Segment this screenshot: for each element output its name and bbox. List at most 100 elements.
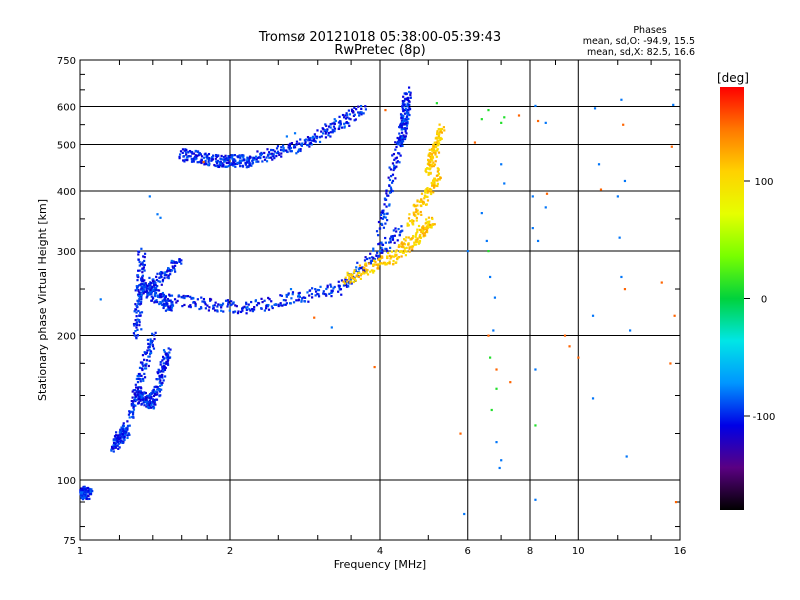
echo-point xyxy=(324,123,327,126)
echo-point xyxy=(139,297,142,300)
echo-point xyxy=(418,239,422,243)
echo-point xyxy=(230,163,233,166)
y-axis-label: Stationary phase Virtual Height [km] xyxy=(36,199,49,401)
echo-point xyxy=(317,289,321,292)
echo-point xyxy=(148,285,151,288)
echo-point xyxy=(142,364,145,368)
echo-point xyxy=(114,446,117,449)
echo-point xyxy=(333,130,336,133)
echo-point xyxy=(309,141,312,145)
echo-point xyxy=(153,293,157,296)
echo-point xyxy=(363,266,366,269)
echo-point xyxy=(99,298,102,301)
x-tick-label: 16 xyxy=(674,546,687,557)
echo-point xyxy=(391,179,395,183)
echo-point xyxy=(429,225,432,228)
echo-point xyxy=(442,126,445,129)
echo-point xyxy=(114,437,117,440)
echo-point xyxy=(219,303,222,306)
echo-point xyxy=(348,113,352,116)
echo-point xyxy=(425,218,428,221)
echo-point xyxy=(429,160,432,164)
echo-point xyxy=(155,275,158,278)
echo-point xyxy=(599,188,603,191)
echo-point xyxy=(673,314,676,317)
echo-point xyxy=(173,261,177,264)
echo-point xyxy=(166,362,169,365)
echo-point xyxy=(162,303,165,306)
echo-point xyxy=(392,259,395,263)
echo-point xyxy=(429,155,432,159)
echo-point xyxy=(397,245,400,248)
echo-point xyxy=(386,255,389,258)
echo-point xyxy=(333,118,336,121)
echo-point xyxy=(421,232,424,235)
echo-point xyxy=(232,159,235,163)
echo-point xyxy=(410,245,413,249)
echo-point xyxy=(171,303,174,306)
echo-point xyxy=(150,404,153,407)
echo-point xyxy=(394,254,397,257)
echo-point xyxy=(163,368,167,372)
echo-point xyxy=(152,278,155,281)
echo-point xyxy=(140,396,143,399)
echo-point xyxy=(503,116,506,119)
echo-point xyxy=(196,154,199,157)
echo-point xyxy=(358,264,362,267)
echo-point xyxy=(162,293,166,296)
echo-point xyxy=(403,238,406,241)
echo-point xyxy=(233,154,236,157)
echo-point xyxy=(325,129,329,133)
echo-point xyxy=(144,391,147,395)
echo-point xyxy=(430,158,433,162)
echo-point xyxy=(376,267,379,270)
echo-point xyxy=(391,162,395,165)
echo-point xyxy=(152,403,156,406)
echo-point xyxy=(253,156,256,160)
echo-point xyxy=(428,168,431,171)
echo-point xyxy=(413,243,416,246)
echo-point xyxy=(86,490,89,493)
echo-point xyxy=(392,152,396,156)
echo-point xyxy=(439,130,442,133)
echo-point xyxy=(436,170,439,173)
echo-point xyxy=(320,135,323,138)
echo-point xyxy=(434,153,437,156)
echo-point xyxy=(420,192,424,195)
echo-point xyxy=(220,309,223,312)
echo-point xyxy=(316,129,319,132)
echo-point xyxy=(285,135,288,138)
echo-point xyxy=(362,269,365,272)
echo-point xyxy=(432,143,435,147)
echo-point xyxy=(363,259,367,262)
echo-point xyxy=(390,175,393,178)
echo-point xyxy=(247,303,250,306)
plot-area xyxy=(79,59,681,541)
echo-point xyxy=(160,296,163,299)
echo-point xyxy=(233,162,237,166)
echo-point xyxy=(128,416,131,419)
echo-point xyxy=(152,400,155,403)
echo-point xyxy=(404,119,407,123)
echo-point xyxy=(406,122,409,125)
echo-point xyxy=(395,261,398,264)
echo-point xyxy=(410,238,413,241)
echo-point xyxy=(167,274,170,277)
echo-point xyxy=(396,257,399,260)
echo-point xyxy=(348,277,351,281)
echo-point xyxy=(443,129,446,132)
echo-point xyxy=(143,399,147,402)
echo-point xyxy=(390,250,394,253)
echo-point xyxy=(192,160,195,163)
echo-point xyxy=(167,276,170,279)
echo-point xyxy=(153,400,157,403)
echo-point xyxy=(156,272,159,275)
echo-point xyxy=(178,260,181,263)
echo-point xyxy=(382,261,385,264)
echo-point xyxy=(137,250,141,253)
echo-point xyxy=(388,166,391,169)
echo-point xyxy=(392,229,395,232)
echo-point xyxy=(295,142,298,146)
echo-point xyxy=(145,401,148,404)
echo-point xyxy=(392,164,396,167)
